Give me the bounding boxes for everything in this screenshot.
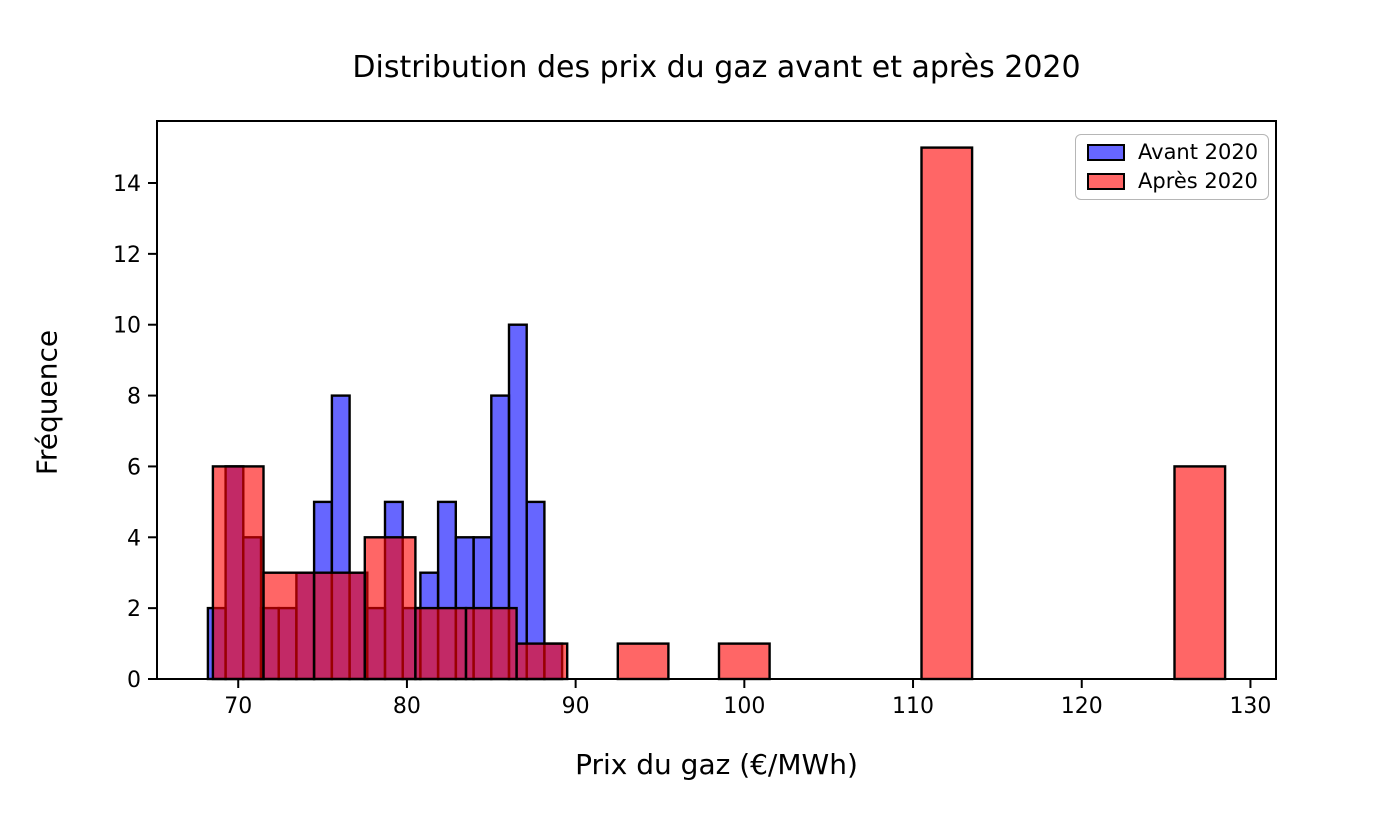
apres-2020-bar [1173, 465, 1227, 681]
y-tick-label: 4 [127, 526, 141, 551]
legend-swatch-apres [1087, 173, 1125, 190]
apres-2020-bar [920, 146, 974, 681]
legend-entry-avant: Avant 2020 [1087, 142, 1268, 163]
apres-2020-bar [262, 571, 316, 681]
x-tick-label: 70 [224, 694, 252, 719]
y-tick-label: 0 [127, 668, 141, 693]
apres-2020-bar [515, 642, 569, 681]
legend: Avant 2020 Après 2020 [1075, 134, 1269, 200]
apres-2020-bar [464, 606, 518, 681]
legend-label-avant: Avant 2020 [1138, 140, 1259, 164]
apres-2020-bar [616, 642, 670, 681]
legend-label-apres: Après 2020 [1138, 169, 1258, 193]
y-tick-label: 8 [127, 385, 141, 410]
legend-swatch-avant [1087, 144, 1125, 161]
y-tick-label: 12 [113, 243, 141, 268]
y-tick-label: 14 [113, 172, 141, 197]
y-tick-label: 6 [127, 455, 141, 480]
y-axis-label: Fréquence [30, 329, 64, 476]
y-tick-label: 10 [113, 314, 141, 339]
x-tick-label: 90 [562, 694, 590, 719]
apres-2020-bar [363, 536, 417, 681]
x-tick-label: 110 [892, 694, 934, 719]
axes-frame [156, 120, 1277, 680]
apres-2020-bar [414, 606, 468, 681]
x-tick-label: 80 [393, 694, 421, 719]
apres-2020-bar [717, 642, 771, 681]
apres-2020-bar [312, 571, 366, 681]
x-tick-label: 100 [723, 694, 765, 719]
x-axis-label: Prix du gaz (€/MWh) [575, 748, 858, 781]
legend-entry-apres: Après 2020 [1087, 171, 1268, 192]
y-tick-label: 2 [127, 597, 141, 622]
apres-2020-bar [211, 465, 265, 681]
x-tick-label: 120 [1061, 694, 1103, 719]
chart-title: Distribution des prix du gaz avant et ap… [352, 50, 1081, 85]
x-tick-label: 130 [1229, 694, 1271, 719]
